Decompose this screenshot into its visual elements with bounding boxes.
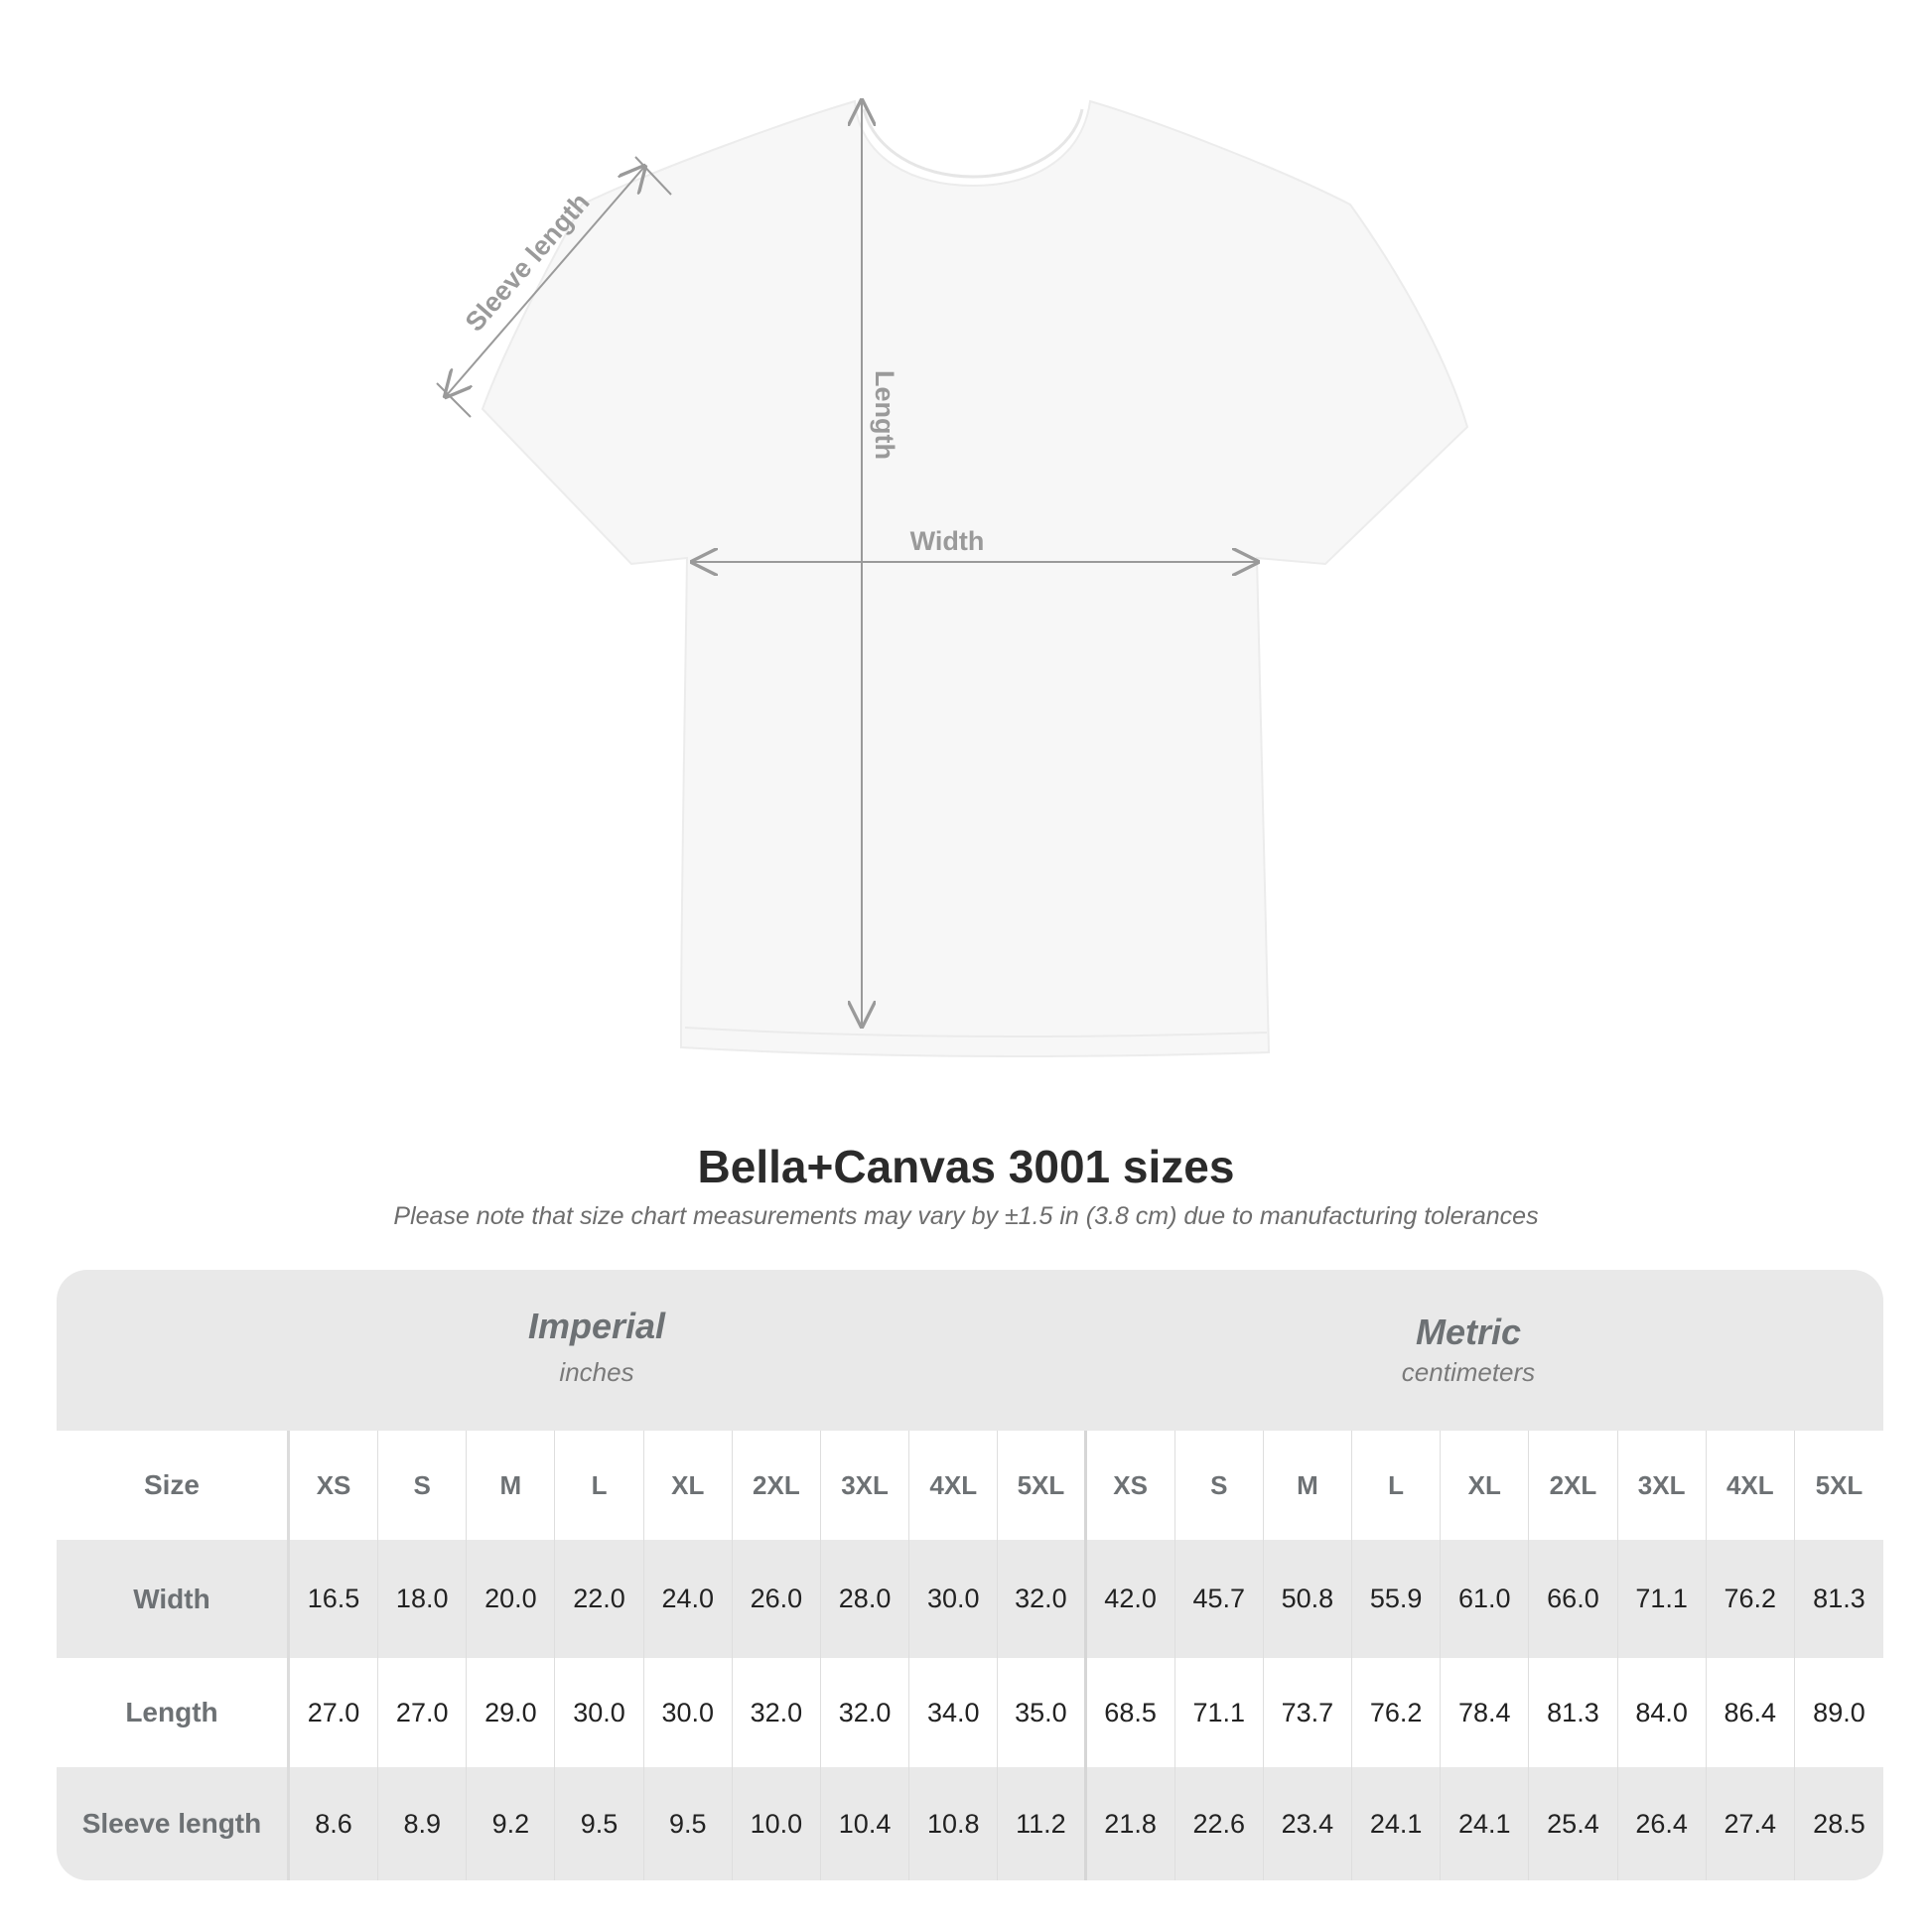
imperial-cell: 18.0: [378, 1540, 468, 1658]
table-row: Width 16.5 18.0 20.0 22.0 24.0 26.0 28.0 30.0 32.…: [57, 1540, 1883, 1658]
imperial-cell: 8.9: [378, 1767, 468, 1880]
metric-cell: 81.3: [1529, 1658, 1618, 1767]
metric-title: Metric: [1415, 1311, 1522, 1352]
metric-cell: 27.4: [1707, 1767, 1795, 1880]
imperial-cell: 32.0: [733, 1658, 821, 1767]
metric-cell: 22.6: [1175, 1767, 1264, 1880]
metric-cell: 89.0: [1813, 1697, 1865, 1727]
metric-cell: 66.0: [1529, 1540, 1618, 1658]
table-row: Length 27.0 27.0 29.0 30.0 30.0 32.0 32.0 34.0 35…: [57, 1658, 1883, 1767]
imperial-cell: 30.0: [644, 1658, 733, 1767]
metric-cell: 3XL: [1618, 1431, 1707, 1540]
table-row: Size XS S M L XL 2XL 3XL 4XL 5XL XS S M L XL 2XL 3XL 4XL 5…: [57, 1431, 1883, 1540]
imperial-cell: 29.0: [467, 1658, 556, 1767]
size-table: Imperial inches Metric centimeters Size X…: [57, 1270, 1883, 1880]
imperial-cell: 35.0: [998, 1658, 1087, 1767]
imperial-cell: 9.5: [644, 1767, 733, 1880]
imperial-cell: M: [467, 1431, 556, 1540]
metric-cell: 26.4: [1618, 1767, 1707, 1880]
imperial-cell: 10.0: [733, 1767, 821, 1880]
imperial-title: Imperial: [527, 1306, 666, 1346]
imperial-cell: 3XL: [821, 1431, 910, 1540]
metric-cell: 86.4: [1707, 1658, 1795, 1767]
imperial-cell: L: [555, 1431, 644, 1540]
imperial-cell: 10.4: [821, 1767, 910, 1880]
metric-cell: 21.8: [1087, 1767, 1175, 1880]
imperial-cell: 32.0: [998, 1540, 1087, 1658]
row-label: Length: [57, 1658, 290, 1767]
imperial-cell: XL: [644, 1431, 733, 1540]
imperial-cell: 16.5: [290, 1540, 379, 1658]
metric-cell: 5XL: [1815, 1469, 1863, 1500]
imperial-cell: 10.8: [909, 1767, 999, 1880]
imperial-cell: 9.2: [467, 1767, 556, 1880]
imperial-cell: 32.0: [821, 1658, 910, 1767]
metric-unit: centimeters: [1401, 1357, 1536, 1387]
metric-cell: 45.7: [1175, 1540, 1264, 1658]
metric-cell: 71.1: [1175, 1658, 1264, 1767]
metric-cell: 84.0: [1618, 1658, 1707, 1767]
metric-cell: M: [1264, 1431, 1353, 1540]
metric-cell: 61.0: [1441, 1540, 1530, 1658]
metric-cell: S: [1175, 1431, 1264, 1540]
imperial-cell: 30.0: [909, 1540, 999, 1658]
imperial-cell: 20.0: [467, 1540, 556, 1658]
imperial-cell: 8.6: [290, 1767, 379, 1880]
metric-cell: 81.3: [1813, 1584, 1865, 1613]
row-label: Sleeve length: [57, 1767, 290, 1880]
metric-cell: 24.1: [1441, 1767, 1530, 1880]
tshirt-shape: [481, 99, 1469, 1058]
imperial-cell: XS: [290, 1431, 379, 1540]
metric-cell: 24.1: [1352, 1767, 1442, 1880]
metric-cell: XS: [1087, 1431, 1175, 1540]
metric-cell: 76.2: [1352, 1658, 1442, 1767]
imperial-cell: 28.0: [821, 1540, 910, 1658]
imperial-cell: 27.0: [290, 1658, 379, 1767]
length-label: Length: [870, 370, 899, 460]
width-label: Width: [910, 526, 985, 556]
metric-cell: XL: [1441, 1431, 1530, 1540]
metric-cell: 71.1: [1618, 1540, 1707, 1658]
imperial-cell: 11.2: [998, 1767, 1087, 1880]
table-row: Sleeve length 8.6 8.9 9.2 9.5 9.5 10.0 10.4 10.8…: [57, 1767, 1883, 1880]
page-title: Bella+Canvas 3001 sizes: [697, 1141, 1235, 1192]
imperial-cell: 27.0: [378, 1658, 468, 1767]
sleeve-arrow: [446, 167, 644, 396]
metric-cell: 23.4: [1264, 1767, 1353, 1880]
metric-cell: L: [1352, 1431, 1442, 1540]
metric-cell: 2XL: [1529, 1431, 1618, 1540]
metric-header: Metric centimeters: [1220, 1311, 1717, 1388]
imperial-cell: 34.0: [909, 1658, 999, 1767]
header-band: [57, 1270, 1883, 1431]
imperial-cell: 26.0: [733, 1540, 821, 1658]
metric-cell: 25.4: [1529, 1767, 1618, 1880]
imperial-cell: S: [378, 1431, 468, 1540]
imperial-cell: 5XL: [998, 1431, 1087, 1540]
metric-cell: 28.5: [1813, 1808, 1865, 1839]
row-label: Size: [57, 1431, 290, 1540]
tolerance-note: Please note that size chart measurements…: [393, 1202, 1539, 1230]
imperial-header: Imperial inches: [348, 1306, 845, 1388]
row-band: [57, 1767, 1883, 1880]
row-band: [57, 1540, 1883, 1658]
metric-cell: 73.7: [1264, 1658, 1353, 1767]
imperial-cell: 30.0: [555, 1658, 644, 1767]
tshirt-diagram: Sleeve length Length Width: [436, 0, 1469, 1058]
imperial-cell: 4XL: [909, 1431, 999, 1540]
row-label: Width: [57, 1540, 290, 1658]
imperial-cell: 22.0: [555, 1540, 644, 1658]
metric-cell: 76.2: [1707, 1540, 1795, 1658]
metric-cell: 78.4: [1441, 1658, 1530, 1767]
imperial-cell: 24.0: [644, 1540, 733, 1658]
metric-cell: 55.9: [1352, 1540, 1442, 1658]
metric-cell: 50.8: [1264, 1540, 1353, 1658]
imperial-cell: 2XL: [733, 1431, 821, 1540]
imperial-unit: inches: [559, 1357, 634, 1387]
imperial-cell: 9.5: [555, 1767, 644, 1880]
metric-cell: 4XL: [1707, 1431, 1795, 1540]
metric-cell: 42.0: [1087, 1540, 1175, 1658]
metric-cell: 68.5: [1087, 1658, 1175, 1767]
